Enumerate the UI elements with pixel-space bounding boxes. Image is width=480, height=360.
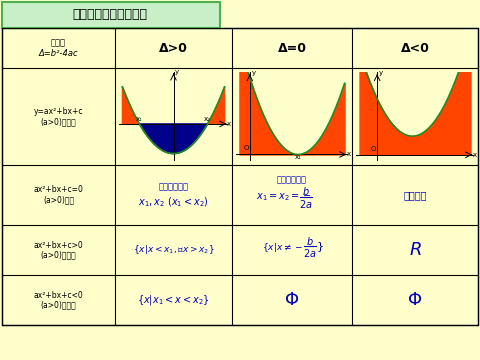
Polygon shape: [207, 87, 225, 124]
Text: 有两相等实根: 有两相等实根: [277, 175, 307, 184]
Text: O: O: [371, 146, 376, 152]
Text: $\}$: $\}$: [316, 240, 324, 254]
Text: (a>0)的解集: (a>0)的解集: [41, 301, 76, 310]
Text: O: O: [244, 145, 249, 151]
Text: y: y: [252, 70, 256, 76]
Text: ax²+bx+c=0: ax²+bx+c=0: [34, 185, 84, 194]
Text: x: x: [473, 152, 477, 158]
Text: $\{x|x<x_1,或x>x_2\}$: $\{x|x<x_1,或x>x_2\}$: [132, 243, 215, 256]
Text: x: x: [347, 152, 351, 157]
Text: ax²+bx+c>0: ax²+bx+c>0: [34, 240, 84, 249]
Text: (a>0)的图象: (a>0)的图象: [41, 117, 76, 126]
Bar: [2, 28, 478, 325]
Text: ax²+bx+c<0: ax²+bx+c<0: [34, 291, 84, 300]
Bar: [2, 2, 220, 28]
Text: y=ax²+bx+c: y=ax²+bx+c: [34, 107, 83, 116]
Text: x₁: x₁: [295, 154, 301, 160]
Text: Δ>0: Δ>0: [159, 41, 188, 54]
Text: 没有实根: 没有实根: [403, 190, 427, 200]
Text: $b$: $b$: [306, 235, 314, 247]
Polygon shape: [122, 87, 139, 124]
Text: $\mathbf{\mathit{\Phi}}$: $\mathbf{\mathit{\Phi}}$: [408, 291, 422, 309]
Text: $b$: $b$: [302, 185, 310, 197]
Text: 有两相异实根: 有两相异实根: [158, 183, 189, 192]
Text: 一元二次不等式的解法: 一元二次不等式的解法: [72, 9, 147, 22]
Text: Δ=b²-4ac: Δ=b²-4ac: [39, 49, 78, 58]
Text: $\mathbf{\mathit{R}}$: $\mathbf{\mathit{R}}$: [408, 241, 421, 259]
Polygon shape: [139, 124, 207, 154]
Text: x: x: [227, 121, 231, 127]
Text: (a>0)的解集: (a>0)的解集: [41, 251, 76, 260]
Text: $x_1=x_2= -$: $x_1=x_2= -$: [256, 191, 312, 203]
Text: (a>0)的根: (a>0)的根: [43, 195, 74, 204]
Text: y: y: [175, 69, 180, 75]
Text: 判别式: 判别式: [51, 39, 66, 48]
Text: Δ=0: Δ=0: [277, 41, 307, 54]
Text: $\mathbf{\mathit{\Phi}}$: $\mathbf{\mathit{\Phi}}$: [285, 291, 300, 309]
Text: $\{x|x\neq -$: $\{x|x\neq -$: [262, 240, 302, 253]
Text: Δ<0: Δ<0: [401, 41, 430, 54]
Text: $\{x|x_1< x <x_2\}$: $\{x|x_1< x <x_2\}$: [137, 293, 210, 307]
Text: x₁: x₁: [136, 116, 143, 122]
Text: $x_1, x_2\ (x_1 < x_2)$: $x_1, x_2\ (x_1 < x_2)$: [138, 195, 209, 209]
Text: y: y: [379, 70, 383, 76]
Text: $2a$: $2a$: [299, 198, 313, 210]
Text: x₂: x₂: [204, 116, 211, 122]
Text: $2a$: $2a$: [303, 247, 317, 259]
